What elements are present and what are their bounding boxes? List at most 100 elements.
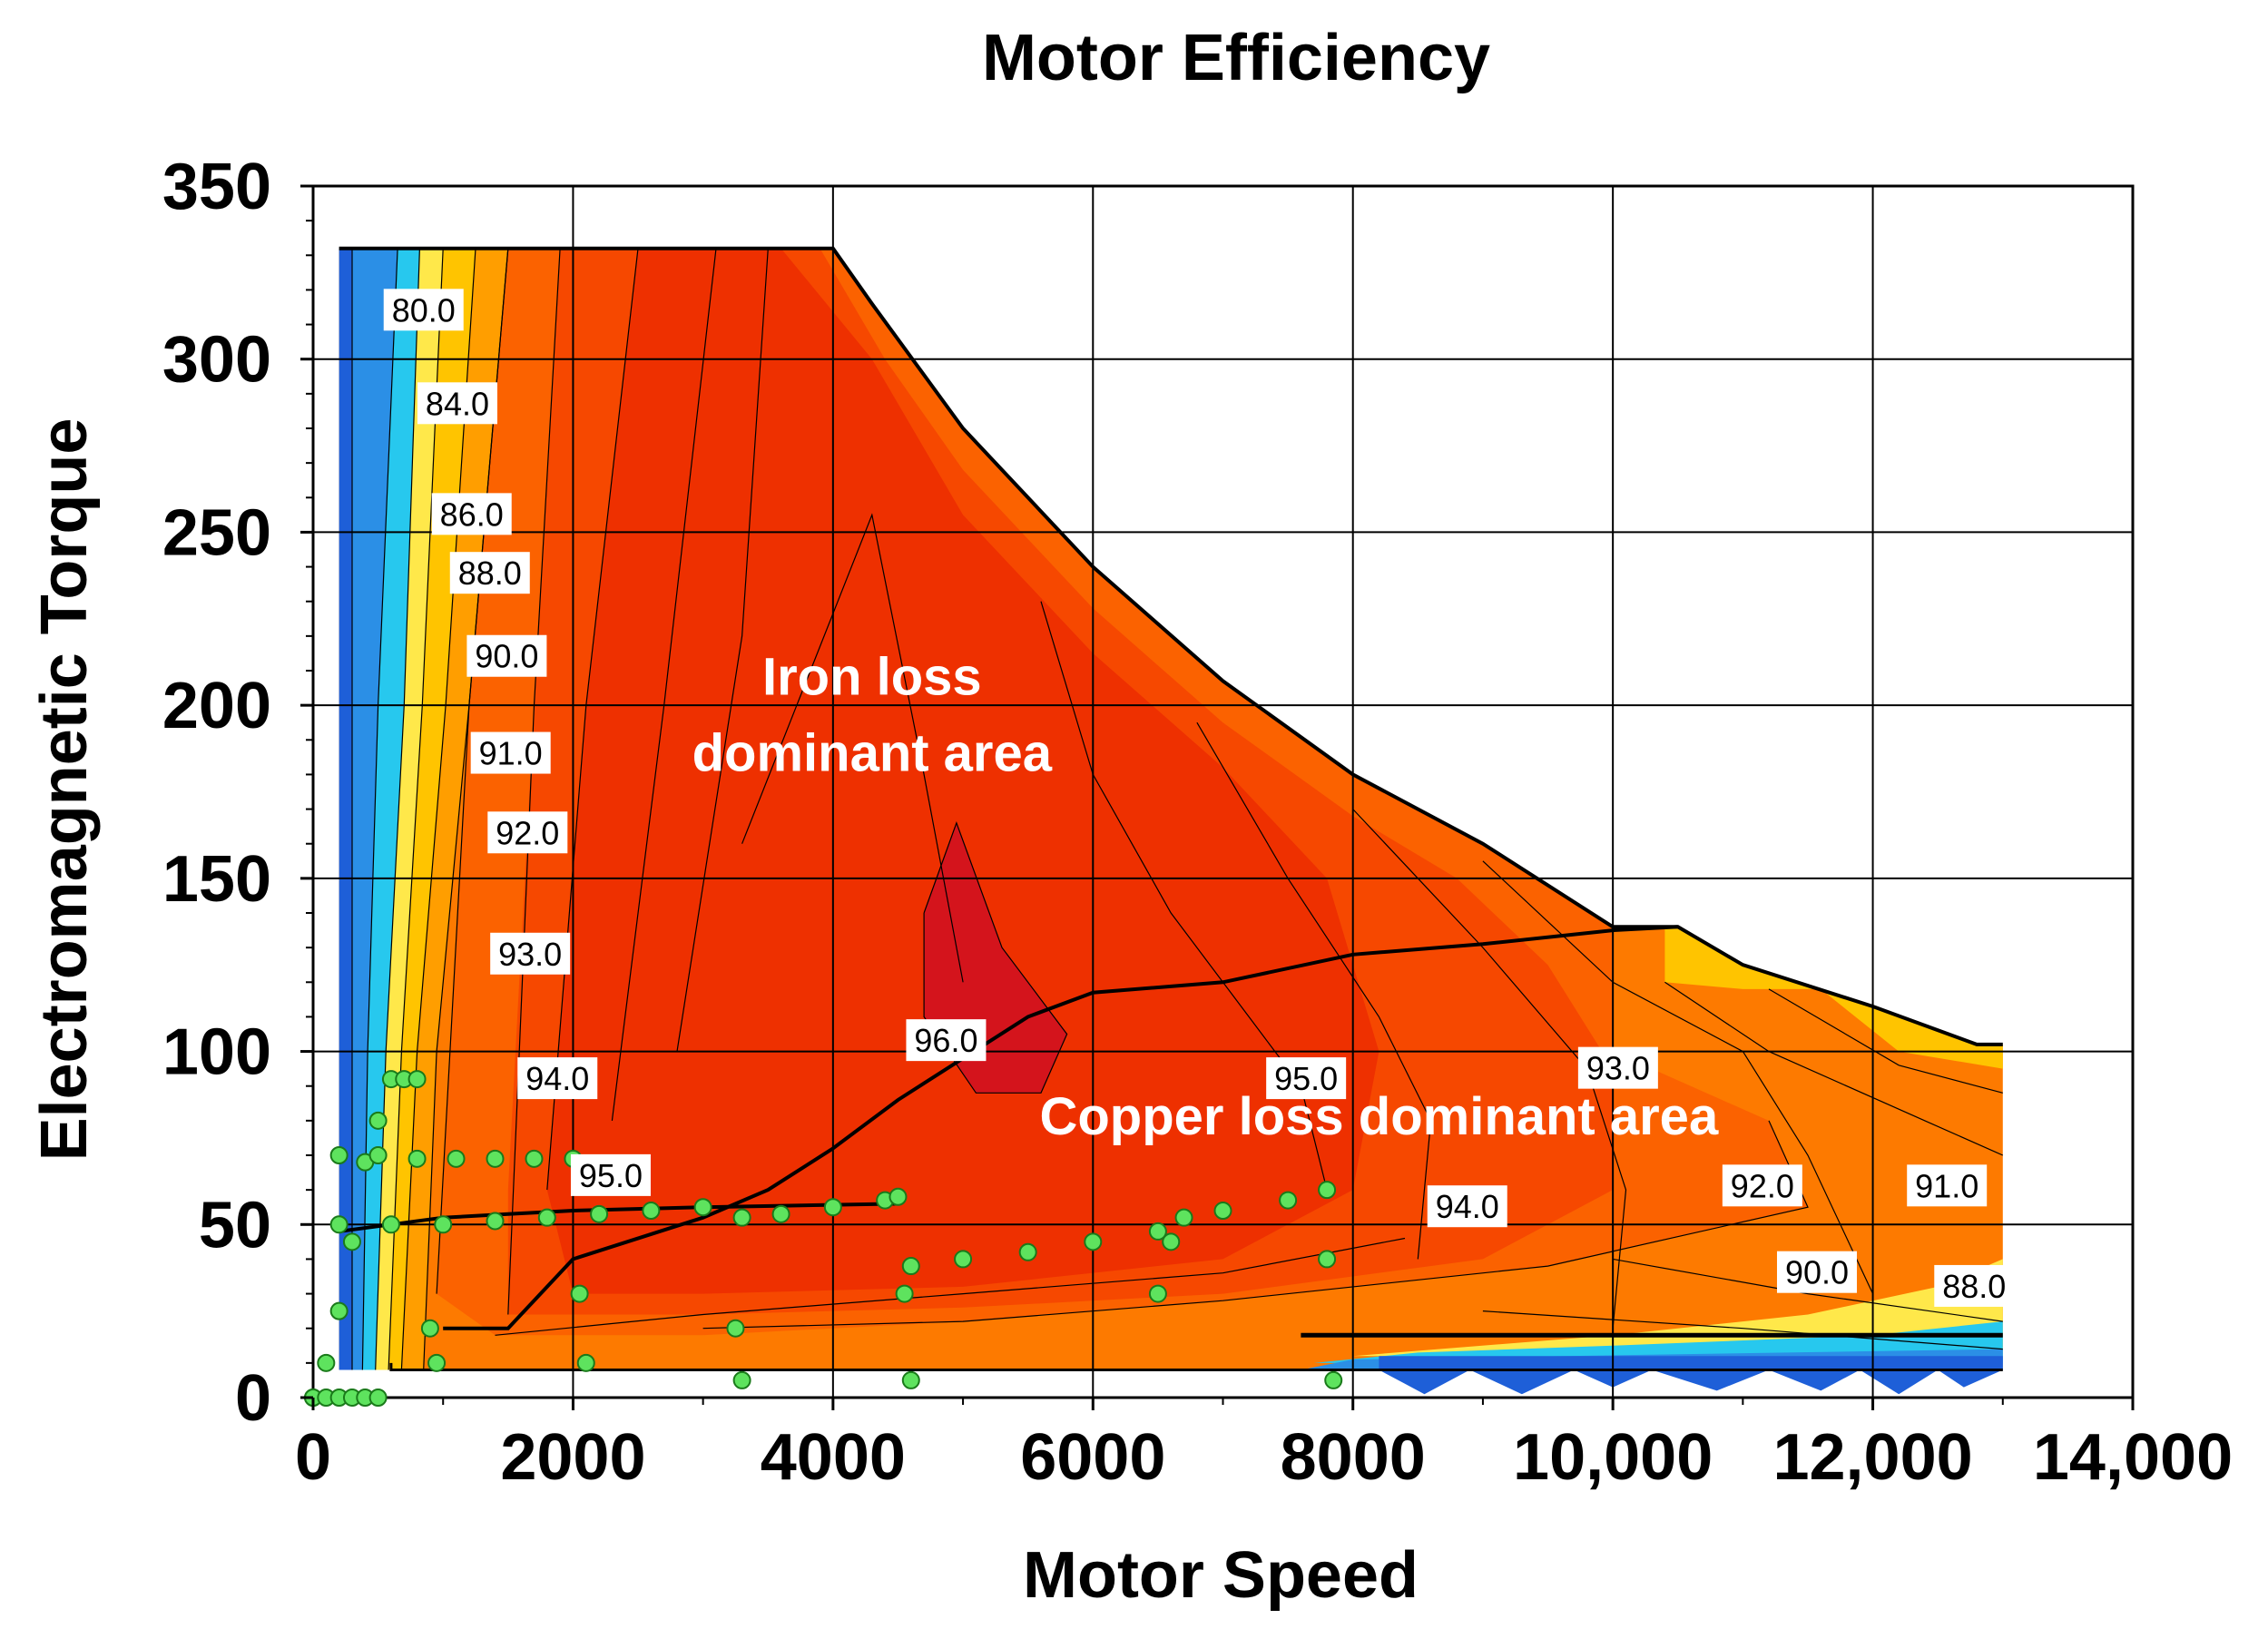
contour-label-box bbox=[1266, 1057, 1347, 1100]
contour-label: 93.0 bbox=[490, 932, 571, 975]
contour-label: 95.0 bbox=[1266, 1057, 1347, 1100]
region-95 bbox=[546, 248, 1379, 1294]
region-86 bbox=[362, 248, 420, 1370]
contour-label: 88.0 bbox=[449, 552, 530, 594]
operating-point-marker bbox=[732, 1370, 751, 1389]
contour-label-box bbox=[1577, 1046, 1658, 1089]
grid-lines bbox=[313, 186, 2133, 1398]
contour-label-box bbox=[1722, 1164, 1802, 1207]
operating-point-marker bbox=[427, 1353, 447, 1372]
operating-point-marker bbox=[1148, 1222, 1167, 1241]
iso-efficiency-line bbox=[1482, 1310, 2003, 1350]
contour-label-box bbox=[449, 552, 530, 594]
contour-label-text: 94.0 bbox=[1436, 1188, 1499, 1225]
marker-series-cycle-segment-1 bbox=[304, 1070, 427, 1407]
operating-point-marker bbox=[895, 1284, 914, 1303]
contour-label: 92.0 bbox=[487, 811, 568, 854]
y-tick-label: 200 bbox=[162, 670, 271, 742]
operating-point-marker bbox=[732, 1208, 751, 1227]
contour-label: 92.0 bbox=[1722, 1164, 1802, 1207]
bottom-boundary-line bbox=[389, 1362, 2003, 1371]
operating-point-marker bbox=[368, 1389, 388, 1407]
contour-label-text: 92.0 bbox=[496, 814, 559, 851]
contour-label-box bbox=[517, 1057, 598, 1100]
x-tick-label: 2000 bbox=[500, 1421, 645, 1494]
operating-point-marker bbox=[368, 1146, 388, 1164]
y-axis-title: Electromagnetic Torque bbox=[28, 418, 101, 1162]
contour-label-box bbox=[1776, 1251, 1857, 1293]
contour-label-box bbox=[1907, 1164, 1988, 1207]
contour-label: 94.0 bbox=[517, 1057, 598, 1100]
y-tick-label: 150 bbox=[162, 843, 271, 916]
x-tick-label: 8000 bbox=[1281, 1421, 1426, 1494]
operating-point-marker bbox=[771, 1204, 790, 1223]
marker-series-cycle-drops bbox=[420, 1232, 1343, 1389]
contour-label: 90.0 bbox=[466, 634, 547, 677]
y-tick-label: 50 bbox=[199, 1189, 271, 1261]
region-low-efficiency-notches bbox=[1379, 1356, 2003, 1395]
x-tick-label: 0 bbox=[295, 1421, 331, 1494]
contour-label-text: 95.0 bbox=[579, 1157, 643, 1194]
operating-point-marker bbox=[1162, 1232, 1181, 1251]
x-tick-label: 14,000 bbox=[2033, 1421, 2233, 1494]
operating-point-marker bbox=[1084, 1232, 1103, 1251]
contour-label: 90.0 bbox=[1776, 1251, 1857, 1293]
contour-label-box bbox=[470, 731, 551, 774]
contour-label: 84.0 bbox=[417, 382, 497, 425]
operating-point-marker bbox=[1318, 1250, 1337, 1269]
iso-efficiency-line bbox=[1040, 601, 1328, 1191]
iso-efficiency-line bbox=[495, 1237, 1406, 1336]
contour-label-text: 93.0 bbox=[498, 936, 562, 973]
contour-label: 94.0 bbox=[1427, 1185, 1507, 1228]
annotations: Iron loss dominant area Copper loss domina… bbox=[692, 648, 1719, 1146]
contour-label: 80.0 bbox=[383, 289, 464, 331]
operating-point-marker bbox=[329, 1146, 349, 1164]
region-90 bbox=[1664, 927, 2003, 1069]
contour-label-box bbox=[570, 1153, 651, 1196]
x-tick-label: 6000 bbox=[1020, 1421, 1165, 1494]
operating-point-marker bbox=[329, 1301, 349, 1320]
iso-efficiency-line bbox=[676, 248, 769, 1052]
operating-point-marker bbox=[434, 1215, 453, 1234]
contour-label-box bbox=[417, 382, 497, 425]
operating-point-marker bbox=[889, 1187, 908, 1206]
contour-label: 96.0 bbox=[906, 1019, 987, 1062]
contour-label: 86.0 bbox=[431, 493, 512, 535]
contour-label-text: 80.0 bbox=[392, 291, 456, 329]
operating-point-marker bbox=[329, 1215, 349, 1234]
contour-label-box bbox=[383, 289, 464, 331]
operating-point-marker bbox=[823, 1198, 842, 1217]
contour-label: 95.0 bbox=[570, 1153, 651, 1196]
y-tick-label: 300 bbox=[162, 324, 271, 397]
operating-point-marker bbox=[1018, 1242, 1037, 1261]
contour-label-box bbox=[487, 811, 568, 854]
operating-point-marker bbox=[1324, 1370, 1343, 1389]
contour-label: 91.0 bbox=[470, 731, 551, 774]
contour-label-text: 91.0 bbox=[479, 735, 543, 772]
operating-points bbox=[304, 1070, 1343, 1407]
operating-point-marker bbox=[342, 1232, 361, 1251]
operating-point-marker bbox=[726, 1319, 745, 1338]
operating-point-marker bbox=[590, 1204, 609, 1223]
operating-point-marker bbox=[1318, 1181, 1337, 1200]
y-axis: 0 50 100 150 200 250 300 350 bbox=[162, 151, 313, 1435]
contour-label-box bbox=[490, 932, 571, 975]
operating-point-marker bbox=[420, 1319, 439, 1338]
contour-label-text: 91.0 bbox=[1915, 1167, 1978, 1204]
x-axis-title: Motor Speed bbox=[1023, 1539, 1419, 1612]
contour-label-box bbox=[906, 1019, 987, 1062]
torque-envelope-line bbox=[339, 246, 2003, 1046]
contour-label-text: 84.0 bbox=[426, 385, 489, 422]
x-tick-label: 4000 bbox=[761, 1421, 906, 1494]
contour-label-box bbox=[466, 634, 547, 677]
region-88 bbox=[1352, 1259, 2003, 1357]
operating-point-marker bbox=[537, 1208, 556, 1227]
x-tick-label: 12,000 bbox=[1772, 1421, 1972, 1494]
operating-point-marker bbox=[954, 1250, 973, 1269]
region-annotation: Copper loss dominant area bbox=[1039, 1087, 1718, 1146]
iso-efficiency-line bbox=[1768, 988, 2003, 1094]
contour-label-text: 95.0 bbox=[1274, 1060, 1338, 1097]
operating-point-marker bbox=[642, 1202, 661, 1221]
contour-label: 93.0 bbox=[1577, 1046, 1658, 1089]
